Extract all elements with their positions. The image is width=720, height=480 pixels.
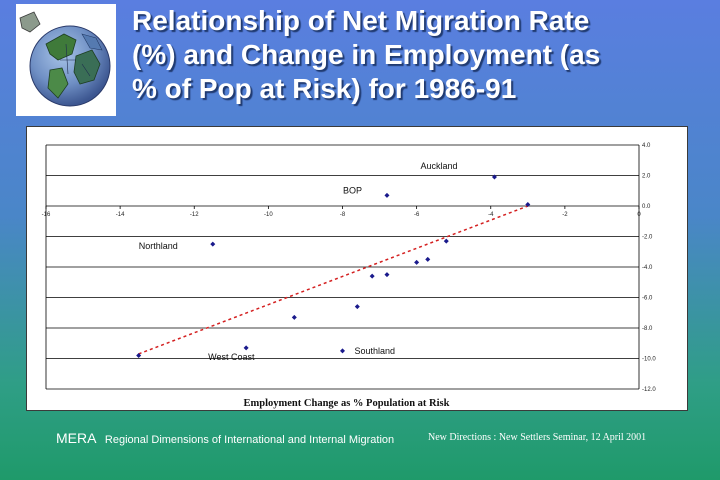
point-label: West Coast (208, 352, 255, 362)
globe-logo (16, 4, 116, 116)
globe-icon (19, 11, 111, 107)
y-tick-label: -2.0 (642, 235, 653, 241)
trendline (138, 205, 529, 355)
data-point (243, 345, 249, 351)
data-point (414, 259, 420, 265)
x-tick-label: -8 (340, 212, 346, 218)
y-tick-label: -4.0 (642, 265, 653, 271)
data-point (384, 272, 390, 278)
data-point (369, 273, 375, 279)
x-axis-label: Employment Change as % Population at Ris… (244, 398, 450, 409)
data-point (291, 314, 297, 320)
slide-title: Relationship of Net Migration Rate (%) a… (132, 4, 712, 106)
title-line: % of Pop at Risk) for 1986-91 (132, 73, 517, 104)
y-tick-label: -12.0 (642, 387, 656, 393)
data-point (491, 174, 497, 180)
y-tick-label: 2.0 (642, 174, 651, 180)
y-tick-label: 0.0 (642, 204, 651, 210)
title-line: Relationship of Net Migration Rate (132, 5, 590, 36)
x-tick-label: -14 (116, 212, 125, 218)
point-label: BOP (343, 185, 362, 195)
x-tick-label: -2 (562, 212, 568, 218)
x-tick-label: -12 (190, 212, 199, 218)
data-point (425, 256, 431, 262)
data-point (443, 238, 449, 244)
footer: MERA Regional Dimensions of Internationa… (56, 430, 696, 450)
y-tick-label: -6.0 (642, 296, 653, 302)
footer-subtitle: Regional Dimensions of International and… (104, 434, 395, 446)
chart-panel: 4.0 2.0 0.0 -2.0 -4.0 -6.0 -8.0 -10.0 -12.0 -16 -1… (26, 126, 688, 411)
data-point (384, 192, 390, 198)
y-tick-label: 4.0 (642, 143, 651, 149)
y-tick-label: -8.0 (642, 326, 653, 332)
point-label: Southland (355, 346, 396, 356)
footer-conference: New Directions : New Settlers Seminar, 1… (428, 432, 647, 443)
title-line: (%) and Change in Employment (as (132, 39, 601, 70)
x-tick-label: -6 (414, 212, 420, 218)
scatter-chart: 4.0 2.0 0.0 -2.0 -4.0 -6.0 -8.0 -10.0 -12.0 -16 -1… (42, 143, 657, 409)
point-label: Northland (139, 241, 178, 251)
x-tick-label: 0 (637, 212, 641, 218)
data-point (136, 352, 142, 358)
x-tick-label: -16 (42, 212, 51, 218)
footer-brand: MERA (56, 430, 97, 446)
y-tick-label: -10.0 (642, 357, 656, 363)
point-label: Auckland (420, 161, 457, 171)
data-point (525, 201, 531, 207)
data-point (354, 304, 360, 310)
data-point (340, 348, 345, 354)
data-point (210, 241, 216, 247)
x-tick-label: -10 (264, 212, 273, 218)
x-tick-label: -4 (488, 212, 494, 218)
